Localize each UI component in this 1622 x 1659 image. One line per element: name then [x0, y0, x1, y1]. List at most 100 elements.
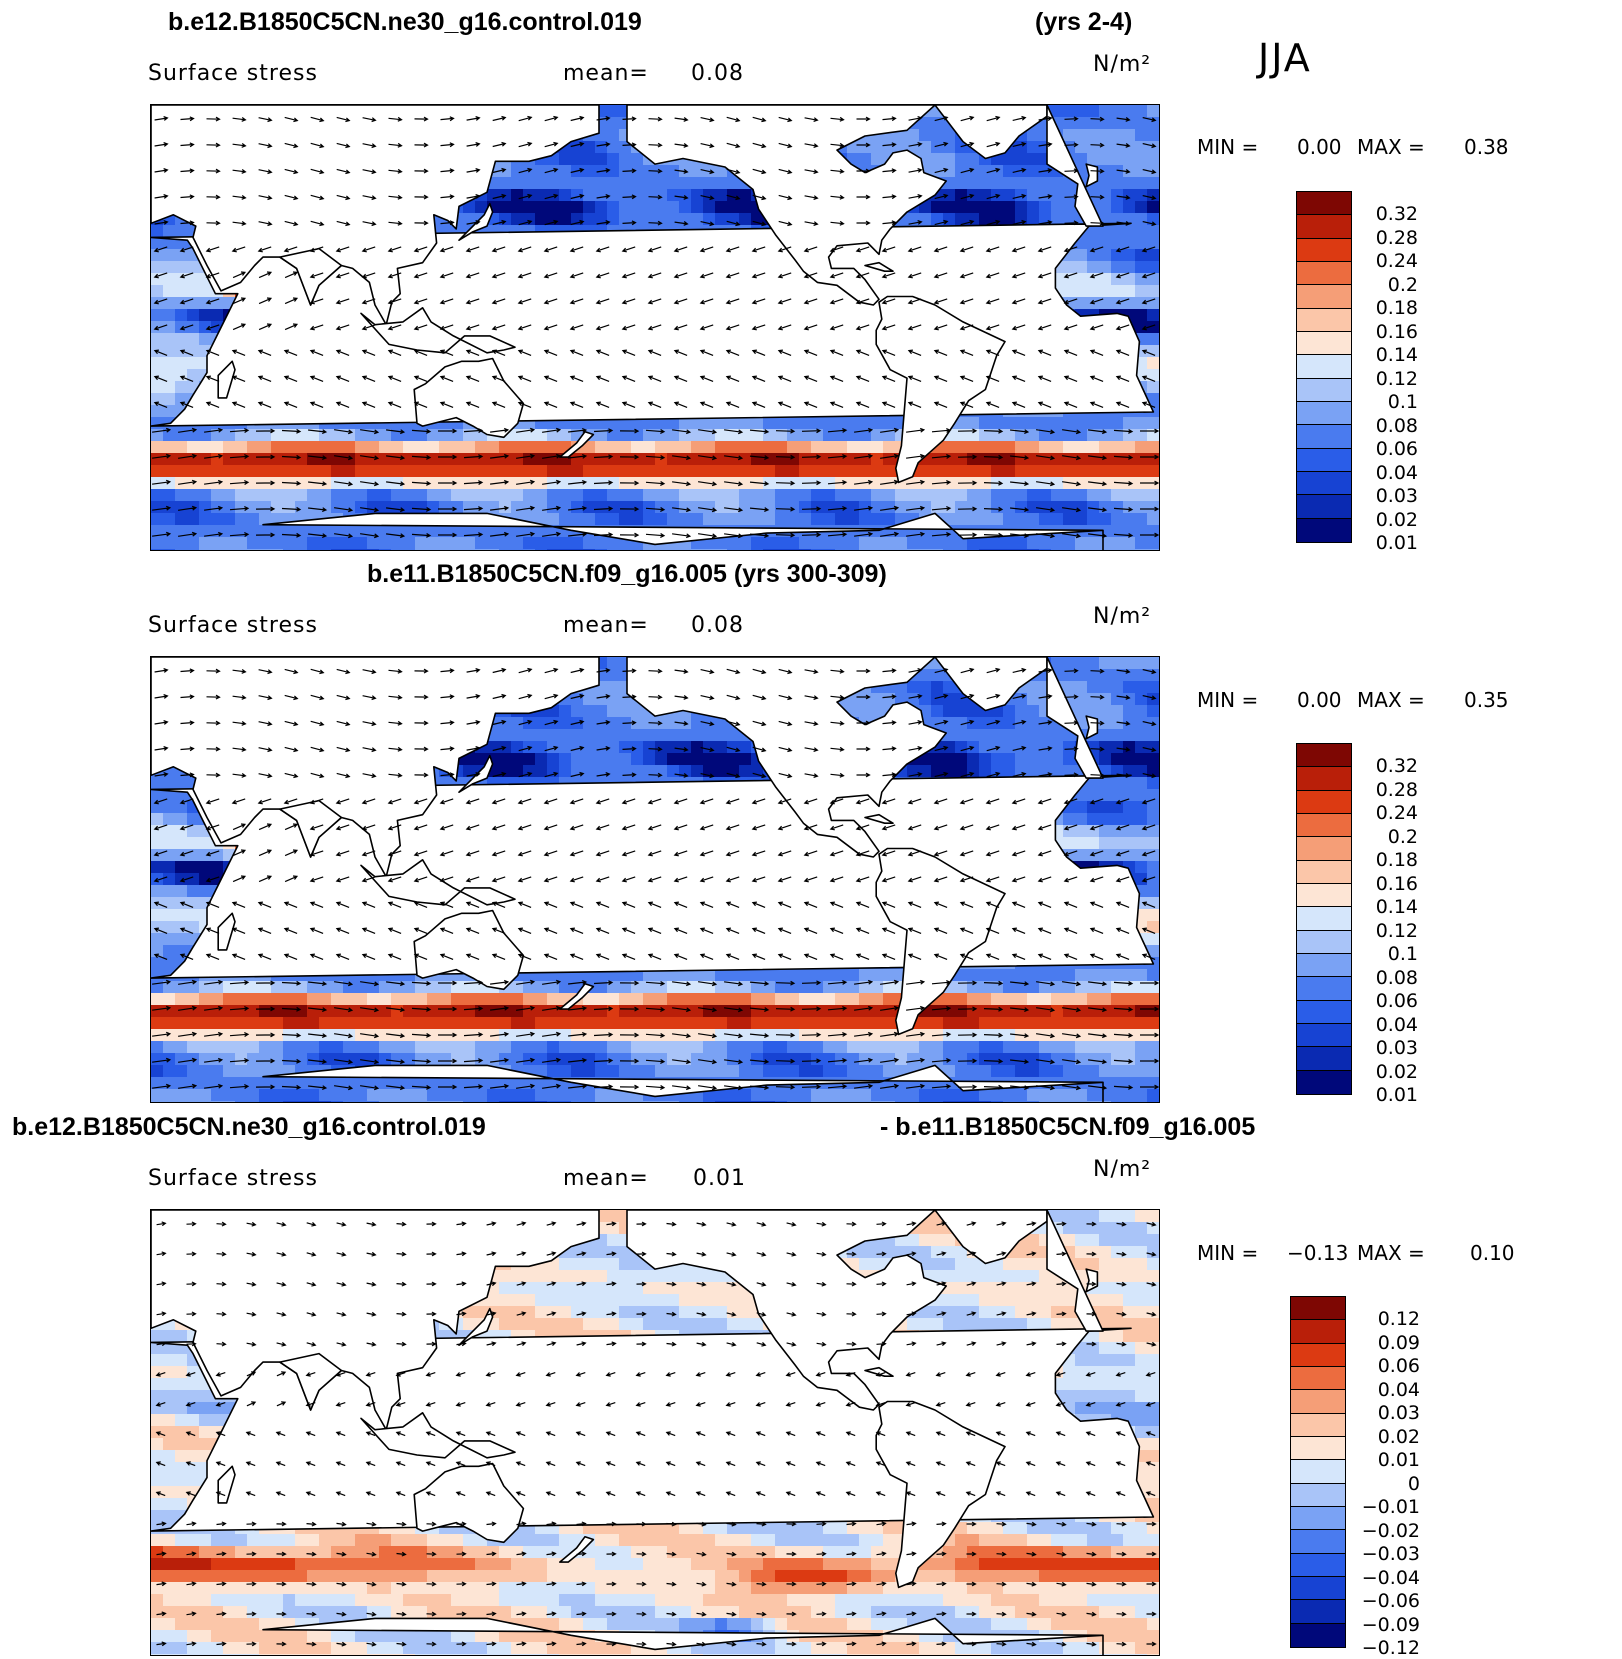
colorbar-level-label: 0.14 — [1375, 896, 1418, 919]
coastline-cuba — [864, 261, 894, 272]
coastline-madagascar — [217, 360, 236, 399]
colorbar-level-label: −0.01 — [1361, 1496, 1420, 1519]
colorbar-swatch — [1297, 495, 1351, 519]
colorbar-level-label: 0.08 — [1375, 414, 1418, 437]
wind-vectors — [152, 667, 1159, 1091]
colorbar-swatch — [1297, 837, 1351, 861]
colorbar-level-label: 0.04 — [1375, 461, 1418, 484]
colorbar-swatch — [1297, 401, 1351, 426]
colorbar-level-label: 0.32 — [1375, 755, 1418, 778]
panel1-units: N/m² — [1093, 52, 1152, 77]
colorbar-swatch — [1297, 448, 1351, 472]
coastline-indonesia — [360, 1412, 516, 1459]
coastline-madagascar — [217, 1465, 236, 1504]
panel1-map — [150, 104, 1160, 551]
coastline-japan — [458, 1307, 494, 1346]
colorbar-level-label: −0.03 — [1361, 1543, 1420, 1566]
colorbar-swatch — [1291, 1600, 1345, 1624]
panel3-colorbar — [1290, 1296, 1346, 1648]
colorbar-swatch — [1297, 215, 1351, 239]
coastline-eurasia — [151, 657, 600, 878]
colorbar-swatch — [1297, 1047, 1351, 1071]
panel3-variable: Surface stress — [148, 1166, 318, 1191]
colorbar-level-label: 0.03 — [1375, 1037, 1418, 1060]
panel1-mean-label: mean= — [563, 61, 649, 86]
colorbar-swatch — [1291, 1576, 1345, 1601]
colorbar-swatch — [1291, 1390, 1345, 1414]
colorbar-swatch — [1291, 1483, 1345, 1507]
panel2-colorbar — [1296, 743, 1352, 1095]
panel1-variable: Surface stress — [148, 61, 318, 86]
panel3-map — [150, 1209, 1160, 1656]
panel2-min-value: 0.00 — [1297, 688, 1342, 712]
panel3-colorbar-labels: 0.12 0.09 0.06 0.04 0.03 0.02 0.01 0 −0.01 −0.02−… — [1354, 1296, 1420, 1659]
colorbar-level-label: −0.06 — [1361, 1590, 1420, 1613]
colorbar-swatch — [1291, 1413, 1345, 1437]
colorbar-swatch — [1291, 1553, 1345, 1577]
colorbar-swatch — [1297, 930, 1351, 954]
colorbar-swatch — [1297, 1070, 1351, 1094]
wind-vectors — [155, 1221, 1157, 1647]
colorbar-swatch — [1297, 192, 1351, 216]
colorbar-swatch — [1297, 285, 1351, 309]
colorbar-level-label: 0.32 — [1375, 203, 1418, 226]
coastline-madagascar — [217, 912, 236, 951]
season-label: JJA — [1258, 36, 1312, 80]
colorbar-swatch — [1297, 471, 1351, 496]
colorbar-swatch — [1297, 907, 1351, 931]
coastline-uk — [1085, 715, 1099, 740]
panel3-min-value: −0.13 — [1287, 1241, 1349, 1265]
panel2-mean-label: mean= — [563, 613, 649, 638]
colorbar-level-label: 0.1 — [1387, 391, 1418, 414]
wind-vectors — [152, 115, 1159, 539]
panel1-colorbar-labels: 0.32 0.28 0.24 0.2 0.18 0.16 0.14 0.12 0.1 0.08 0.… — [1360, 191, 1418, 554]
colorbar-swatch — [1297, 744, 1351, 768]
colorbar-swatch — [1291, 1623, 1345, 1647]
colorbar-level-label: 0.1 — [1387, 943, 1418, 966]
coastline-europe — [1046, 1210, 1104, 1332]
coastline-antarctic — [262, 512, 1104, 550]
colorbar-swatch — [1291, 1530, 1345, 1554]
panel3-mean-value: 0.01 — [693, 1166, 746, 1191]
colorbar-swatch — [1291, 1460, 1345, 1484]
panel3-min-label: MIN = — [1197, 1241, 1259, 1265]
colorbar-level-label: 0.24 — [1375, 250, 1418, 273]
colorbar-level-label: 0.24 — [1375, 802, 1418, 825]
colorbar-level-label: 0.12 — [1377, 1308, 1420, 1331]
coastline-europe — [1046, 105, 1104, 227]
colorbar-swatch — [1297, 331, 1351, 356]
panel1-title-right: (yrs 2-4) — [1035, 8, 1133, 36]
coastline-nz — [558, 430, 595, 458]
colorbar-level-label: 0.09 — [1377, 1331, 1420, 1354]
coastline-indonesia — [360, 859, 516, 906]
colorbar-level-label: −0.02 — [1361, 1519, 1420, 1542]
coastline-eurasia — [151, 1210, 600, 1431]
coastline-nz — [558, 1535, 595, 1563]
colorbar-level-label: 0.02 — [1375, 508, 1418, 531]
colorbar-swatch — [1297, 308, 1351, 332]
colorbar-swatch — [1291, 1320, 1345, 1344]
colorbar-swatch — [1297, 953, 1351, 978]
coastline-europe — [1046, 657, 1104, 779]
colorbar-swatch — [1297, 860, 1351, 884]
colorbar-swatch — [1297, 1023, 1351, 1048]
panel2-variable: Surface stress — [148, 613, 318, 638]
panel1-min-label: MIN = — [1197, 135, 1259, 159]
panel1-max-value: 0.38 — [1464, 135, 1509, 159]
colorbar-swatch — [1297, 977, 1351, 1001]
coastline-indonesia — [360, 307, 516, 354]
panel3-mean-label: mean= — [563, 1166, 649, 1191]
colorbar-level-label: 0.18 — [1375, 849, 1418, 872]
colorbar-swatch — [1291, 1436, 1345, 1461]
colorbar-level-label: 0.16 — [1375, 872, 1418, 895]
colorbar-swatch — [1297, 261, 1351, 286]
panel1-colorbar — [1296, 191, 1352, 543]
colorbar-level-label: 0.03 — [1375, 485, 1418, 508]
coastline-antarctic — [262, 1617, 1104, 1655]
coastline-india_fill — [279, 1352, 343, 1411]
colorbar-swatch — [1297, 518, 1351, 542]
colorbar-level-label: 0.18 — [1375, 297, 1418, 320]
colorbar-level-label: 0.12 — [1375, 919, 1418, 942]
colorbar-level-label: 0.12 — [1375, 367, 1418, 390]
colorbar-level-label: 0.28 — [1375, 778, 1418, 801]
